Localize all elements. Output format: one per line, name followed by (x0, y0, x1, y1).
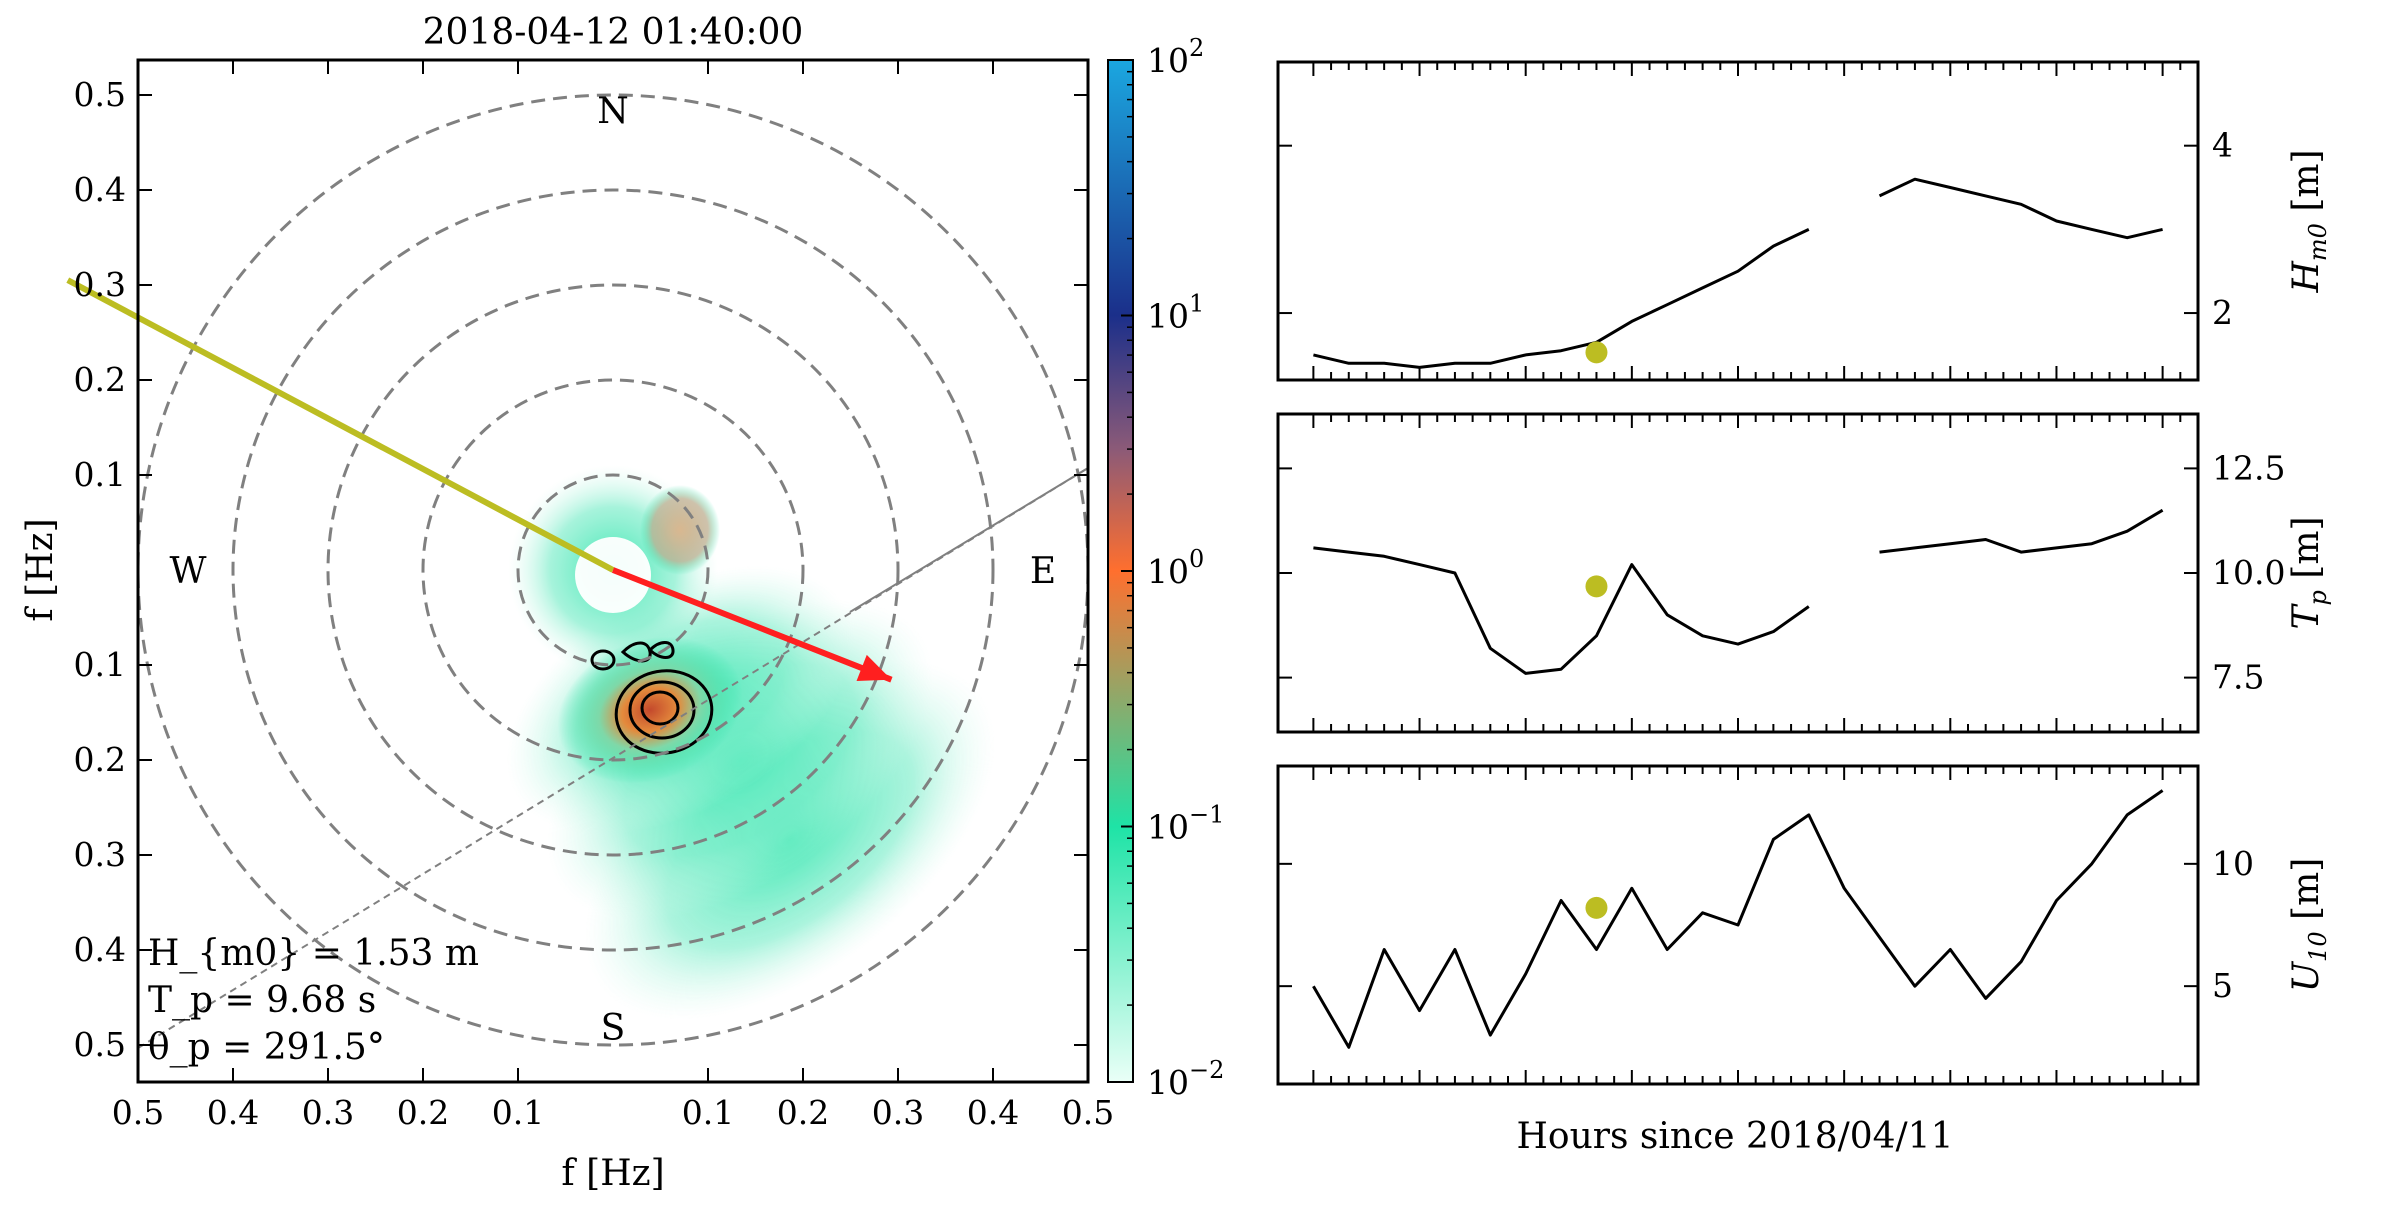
x-tick-label: 0.5 (1062, 1093, 1114, 1132)
panel-ylabel: Tp [m] (2286, 516, 2332, 629)
spectrum-energy-peak (557, 636, 743, 784)
y-tick-label: 0.1 (74, 455, 126, 494)
peak-arrow-head (856, 654, 892, 681)
colorbar: 102 101 100 10−1 10−2 (1107, 34, 1224, 1102)
polar-axes-frame (136, 58, 1090, 1084)
x-tick-label: 0.4 (207, 1093, 259, 1132)
y-tick-label: 10 (2212, 844, 2254, 883)
compass-east: E (1030, 551, 1056, 592)
y-tick-label: 10.0 (2212, 553, 2285, 592)
peak-direction-arrow (611, 567, 893, 683)
annotation-tp: T_p = 9.68 s (148, 980, 376, 1021)
y-tick-label: 2 (2212, 293, 2233, 332)
timeseries-panel-U10: 5 10 U10 [m] (1276, 764, 2332, 1086)
wind-direction-line (66, 277, 615, 573)
spectrum-contours (590, 641, 714, 755)
timeseries-panel-Tp: 7.5 10.0 12.5Tp [m] (1276, 412, 2332, 734)
peak-annotations: H_{m0} = 1.53 m T_p = 9.68 s θ_p = 291.5… (148, 933, 479, 1068)
y-tick-label: 0.2 (74, 740, 126, 779)
x-tick-label: 0.2 (397, 1093, 449, 1132)
ring-4 (231, 188, 995, 952)
y-tick-label: 0.5 (74, 1025, 126, 1064)
y-tick-label: 5 (2212, 966, 2233, 1005)
panel-ylabel: U10 [m] (2286, 858, 2332, 993)
x-tick-label: 0.3 (872, 1093, 924, 1132)
polar-ticks: 0.5 0.4 0.3 0.2 0.1 0.1 0.2 0.3 0.4 0.5 0.5 0.4 0.3 0… (74, 60, 1114, 1132)
y-tick-label: 0.4 (74, 930, 126, 969)
y-tick-label: 4 (2212, 126, 2233, 165)
polar-xlabel: f [Hz] (561, 1153, 664, 1194)
current-time-marker (1585, 575, 1608, 598)
annotation-thetap: θ_p = 291.5° (148, 1027, 385, 1068)
annotation-hm0: H_{m0} = 1.53 m (148, 933, 479, 974)
current-time-marker (1585, 341, 1608, 364)
y-tick-label: 0.4 (74, 170, 126, 209)
x-tick-label: 0.2 (777, 1093, 829, 1132)
y-tick-label: 12.5 (2212, 448, 2285, 487)
colorbar-tick-label: 10−2 (1147, 1056, 1224, 1102)
colorbar-ticks: 102 101 100 10−1 10−2 (1121, 34, 1224, 1102)
series-line-Hm0 (1313, 177, 2163, 369)
reference-line-solid (849, 467, 1089, 613)
spectrum-field (506, 465, 996, 1020)
y-tick-label: 0.2 (74, 360, 126, 399)
ring-3 (326, 283, 900, 857)
colorbar-tick-label: 10−1 (1147, 801, 1224, 847)
series-line-Tp (1313, 508, 2164, 675)
series-line-U10 (1312, 789, 2164, 1049)
ring-2 (421, 378, 805, 762)
colorbar-tick-label: 100 (1147, 545, 1204, 591)
ring-1 (516, 473, 710, 667)
x-tick-label: 0.3 (302, 1093, 354, 1132)
x-tick-label: 0.1 (492, 1093, 544, 1132)
figure-title: 2018-04-12 01:40:00 (423, 12, 804, 53)
y-tick-label: 7.5 (2212, 658, 2264, 697)
timeseries-xlabel: Hours since 2018/04/11 (1517, 1116, 1954, 1157)
polar-panel: N S E W 0.5 0.4 0.3 0.2 0.1 0.1 0.2 0.3 0.4 0.50.… (20, 58, 1114, 1194)
x-tick-label: 0.5 (112, 1093, 164, 1132)
current-time-marker (1585, 896, 1608, 919)
timeseries-panels: 2 4 Hm0 [m] 7.5 10.0 12.5Tp [m] 5 10 U10 [m] (1276, 60, 2332, 1086)
panel-ylabel: Hm0 [m] (2286, 149, 2332, 293)
y-tick-label: 0.5 (74, 75, 126, 114)
y-tick-label: 0.3 (74, 265, 126, 304)
peak-arrow-shaft (611, 567, 893, 683)
compass-west: W (169, 551, 206, 592)
x-tick-label: 0.4 (967, 1093, 1019, 1132)
colorbar-tick-label: 102 (1147, 34, 1204, 80)
timeseries-panel-Hm0: 2 4 Hm0 [m] (1276, 60, 2332, 382)
polar-ylabel: f [Hz] (20, 518, 61, 621)
panel-frame (1276, 412, 2200, 734)
y-tick-label: 0.3 (74, 835, 126, 874)
y-tick-label: 0.1 (74, 645, 126, 684)
compass-south: S (601, 1008, 626, 1049)
colorbar-tick-label: 101 (1147, 290, 1204, 336)
x-tick-label: 0.1 (682, 1093, 734, 1132)
compass-north: N (597, 91, 629, 132)
